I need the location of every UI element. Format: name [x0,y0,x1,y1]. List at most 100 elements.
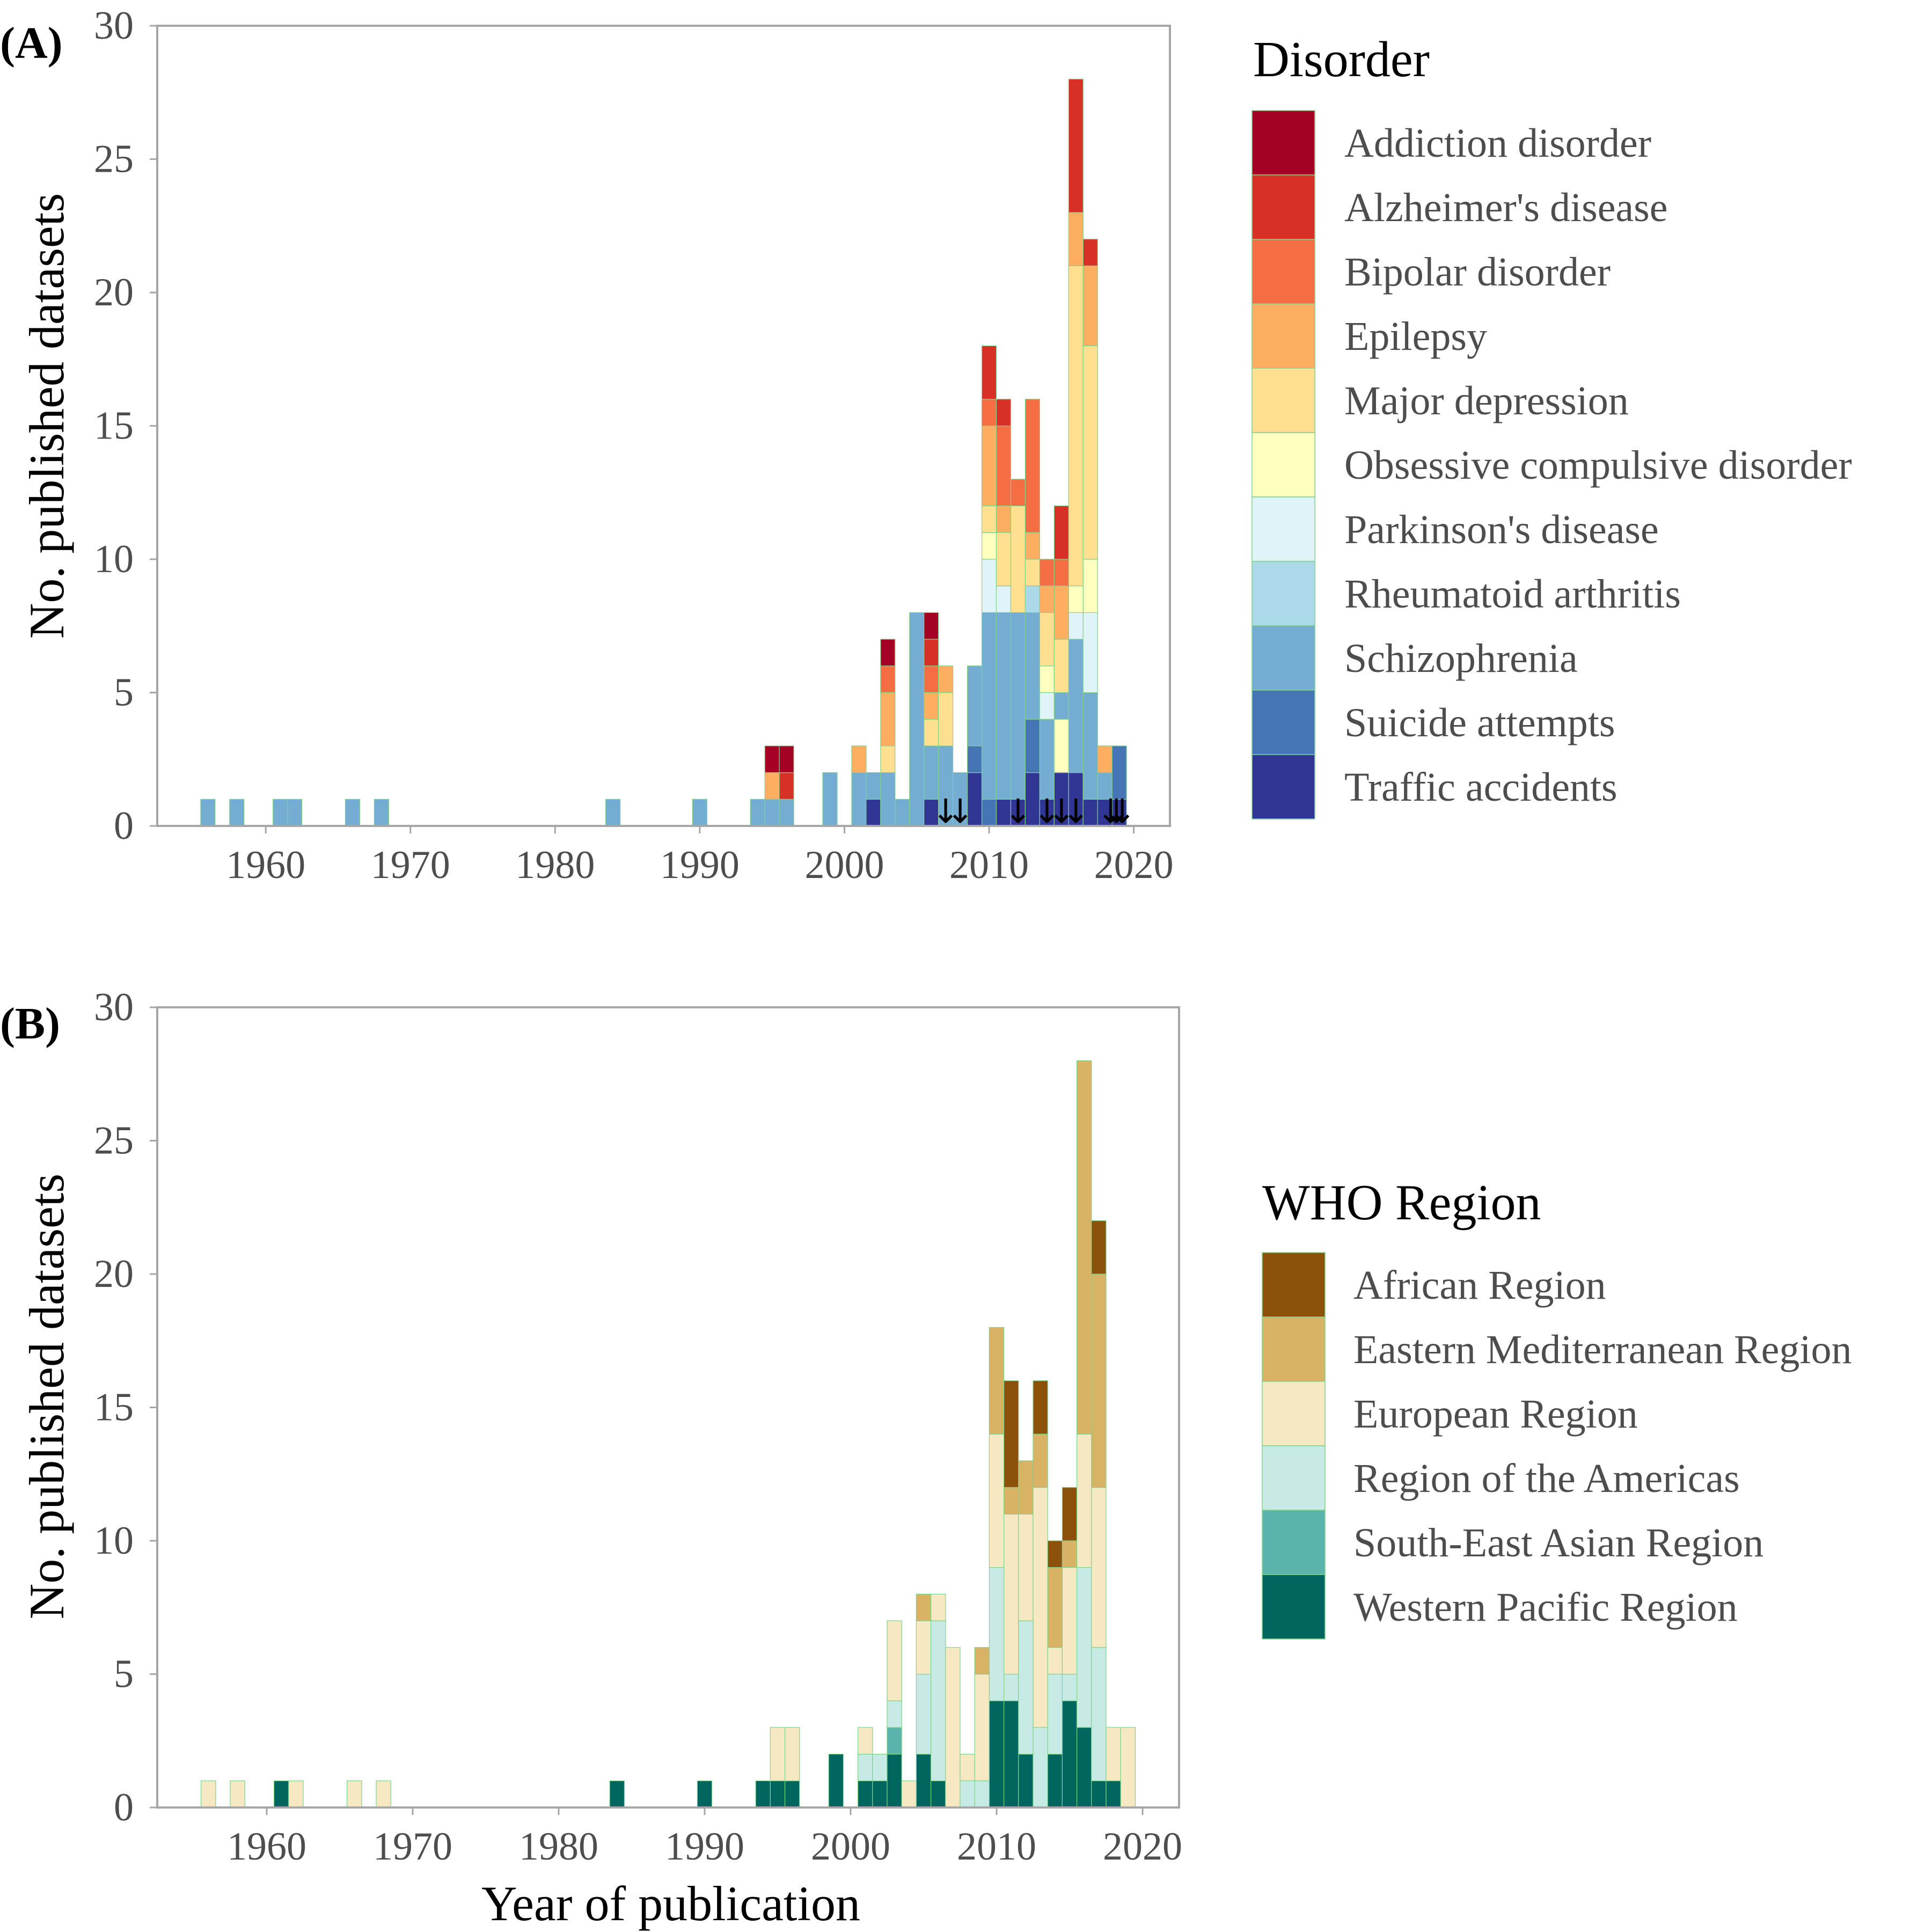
panel-b-y-tick-label: 20 [94,1252,134,1296]
panel-a-bar-1996-addiction-disorder [779,745,794,773]
panel-a-bar-2017-schizophrenia [1082,692,1098,800]
panel-b-bar-2017-european-region [1091,1487,1107,1648]
panel-a-bar-1995-epilepsy [764,772,780,800]
panel-a-bar-2010-bipolar-disorder [981,399,997,427]
panel-a-x-tick-label: 2010 [949,843,1029,887]
panel-a-bar-2009-suicide-attempts [967,745,983,773]
panel-a-bar-2010-obsessive-compulsive-disorder [981,532,997,560]
panel-b-bar-2011-western-pacific-region [1003,1700,1019,1808]
panel-a-legend-label-traffic-accidents: Traffic accidents [1344,765,1618,810]
panel-a-bar-2015-traffic-accidents [1053,772,1069,826]
panel-a-x-tick-label: 1960 [226,843,305,887]
panel-a-bar-1958-schizophrenia [229,799,245,826]
panel-b-bar-2010-region-of-the-americas [989,1567,1005,1701]
panel-a-bar-2016-major-depression [1068,265,1084,587]
panel-a-arrow-marker: ↓ [932,792,960,831]
panel-b-bar-2014-region-of-the-americas [1047,1673,1063,1755]
panel-b-bar-2010-european-region [989,1433,1005,1568]
panel-b-x-tick-label: 1990 [665,1825,744,1869]
panel-a-arrow-marker: ↓ [1062,792,1090,831]
panel-a-legend-swatch-epilepsy [1252,303,1315,369]
panel-b-bar-2010-western-pacific-region [989,1700,1005,1808]
panel-b-plot: 0 5 10 15 20 25 30 1960 1970 1980 1990 2000 2010 2020 [94,985,1182,1869]
panel-b-bar-1962-european-region [288,1780,304,1808]
panel-b-bar-2014-western-pacific-region [1047,1754,1063,1808]
panel-a-bar-2016-schizophrenia [1068,639,1084,773]
panel-a-legend-swatch-suicide-attempts [1252,690,1315,755]
panel-a-bar-2014-epilepsy [1039,586,1055,613]
panel-a-legend-label-alzheimer-s-disease: Alzheimer's disease [1344,185,1667,230]
panel-b-bar-2007-european-region [945,1647,961,1808]
panel-a-legend-label-suicide-attempts: Suicide attempts [1344,700,1615,745]
panel-a-bar-2017-major-depression [1082,345,1098,560]
panel-b-bar-2001-region-of-the-americas [857,1754,873,1781]
panel-a-bar-2017-alzheimer-s-disease [1082,239,1098,266]
panel-b-bar-2014-eastern-mediterranean-region [1047,1567,1063,1648]
panel-a-bar-2007-epilepsy [938,665,954,693]
panel-a-bar-2013-suicide-attempts [1024,719,1040,773]
panel-a-legend-swatch-traffic-accidents [1252,754,1315,819]
panel-a-arrow-marker: ↓ [946,792,974,831]
panel-a-bar-2017-epilepsy [1082,265,1098,346]
panel-a-bar-2014-major-depression [1039,612,1055,667]
panel-b-bar-2016-eastern-mediterranean-region [1076,1060,1092,1435]
panel-a-bar-2018-epilepsy [1097,745,1113,773]
panel-a-bar-2005-schizophrenia [909,612,925,826]
panel-a-bar-2014-parkinson-s-disease [1039,692,1055,720]
panel-b-legend: WHO Region African Region Eastern Mediter… [1262,1175,1852,1640]
panel-b-legend-swatch-region-of-the-americas [1262,1445,1326,1511]
panel-a-bar-2013-rheumatoid-arthritis [1024,586,1040,613]
panel-b-bar-2008-region-of-the-americas [960,1780,975,1808]
panel-b-bar-2003-region-of-the-americas [887,1700,902,1728]
panel-b-bar-2017-western-pacific-region [1091,1780,1107,1808]
panel-b-bar-2013-region-of-the-americas [1033,1727,1048,1808]
panel-a-bar-1994-schizophrenia [750,799,765,826]
panel-a-bar-2015-epilepsy [1053,586,1069,640]
panel-b-x-tick-label: 1960 [227,1825,306,1869]
panel-a-bar-2003-epilepsy [880,692,896,747]
panel-a-bar-2011-major-depression [996,532,1012,587]
panel-a-bar-1995-schizophrenia [764,799,780,826]
panel-b-bar-2012-region-of-the-americas [1018,1620,1034,1755]
panel-b-bar-2012-eastern-mediterranean-region [1018,1460,1034,1514]
panel-b-bar-1995-european-region [770,1727,786,1781]
panel-b-legend-swatch-eastern-mediterranean-region [1262,1316,1326,1382]
panel-b-bar-2011-european-region [1003,1513,1019,1675]
panel-a-bar-2013-bipolar-disorder [1024,399,1040,533]
panel-a-bar-2017-traffic-accidents [1082,799,1098,826]
panel-b-bar-1984-western-pacific-region [609,1780,625,1808]
panel-a-bar-2015-major-depression [1053,639,1069,693]
panel-b-legend-swatch-south-east-asian-region [1262,1510,1326,1575]
panel-b-bar-2001-european-region [857,1727,873,1755]
panel-a-y-tick-label: 25 [94,137,134,181]
panel-b-bar-2017-region-of-the-americas [1091,1647,1107,1781]
panel-a-arrow-marker: ↓ [1108,792,1136,831]
panel-a-bar-1995-addiction-disorder [764,745,780,773]
panel-a-legend-swatch-rheumatoid-arthritis [1252,561,1315,626]
panel-a-bar-2003-major-depression [880,745,896,773]
panel-b-y-axis-title: No. published datasets [19,1174,74,1619]
panel-a-bar-2010-parkinson-s-disease [981,559,997,613]
panel-a-bar-2017-obsessive-compulsive-disorder [1082,559,1098,613]
panel-a-bar-2006-major-depression [924,719,939,747]
panel-a-bar-2014-schizophrenia [1039,719,1055,800]
panel-b-bar-2012-european-region [1018,1513,1034,1621]
panel-b-bar-2011-region-of-the-americas [1003,1673,1019,1701]
panel-b-bar-1958-european-region [230,1780,245,1808]
panel-a-bar-2013-traffic-accidents [1024,772,1040,826]
panel-a-arrow-marker: ↓ [1004,792,1032,831]
panel-b-legend-label-african-region: African Region [1353,1263,1606,1308]
panel-a-bar-1990-schizophrenia [692,799,707,826]
panel-b-bar-2016-european-region [1076,1433,1092,1568]
panel-a-bar-1996-alzheimer-s-disease [779,772,794,800]
panel-a-bar-1966-schizophrenia [345,799,361,826]
panel-a-legend-label-addiction-disorder: Addiction disorder [1344,121,1651,166]
panel-a-bar-2003-addiction-disorder [880,639,896,667]
panel-a-bar-2006-schizophrenia [924,745,939,800]
panel-a-y-tick-label: 30 [94,4,134,48]
panel-b-bar-1956-european-region [201,1780,216,1808]
panel-a-bar-2013-epilepsy [1024,532,1040,560]
panel-a-bar-2010-epilepsy [981,425,997,507]
